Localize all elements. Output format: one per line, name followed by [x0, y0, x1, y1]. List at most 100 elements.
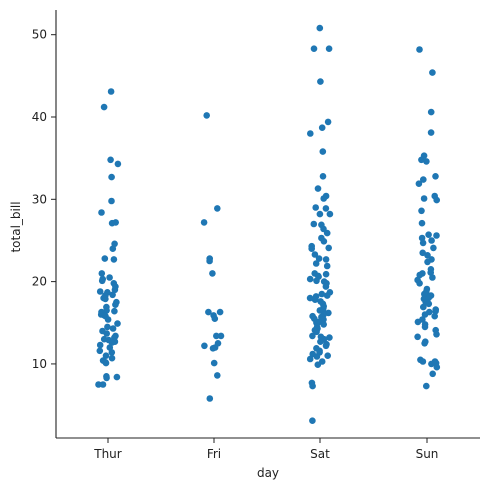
data-point-thur [106, 274, 113, 281]
data-point-sat [322, 270, 330, 278]
data-point-thur [103, 374, 110, 382]
data-point-sun [421, 311, 429, 318]
data-point-thur [107, 156, 114, 164]
data-point-sat [312, 260, 320, 267]
data-point-sat [322, 256, 330, 263]
data-point-thur [108, 349, 116, 356]
data-point-sun [425, 300, 433, 308]
data-point-sun [414, 318, 422, 326]
data-point-thur [109, 245, 117, 252]
data-point-sat [316, 210, 324, 218]
data-point-sun [429, 69, 436, 76]
data-point-sat [320, 195, 328, 202]
points-layer [95, 24, 441, 425]
data-point-sun [424, 258, 431, 266]
data-point-thur [102, 352, 110, 360]
data-point-sat [318, 124, 326, 131]
data-point-fri [216, 308, 224, 316]
x-tick-label: Fri [207, 447, 221, 461]
data-point-thur [103, 330, 110, 337]
data-point-sat [311, 251, 319, 258]
data-point-sat [309, 382, 316, 390]
data-point-sat [313, 328, 320, 336]
data-point-sun [419, 358, 427, 365]
data-point-sat [318, 290, 326, 298]
data-point-sun [425, 231, 432, 238]
data-point-sat [313, 277, 320, 285]
data-point-thur [114, 160, 122, 168]
data-point-sun [418, 219, 426, 227]
data-point-thur [109, 291, 116, 299]
data-point-fri [217, 332, 225, 340]
data-point-sat [322, 205, 330, 212]
data-point-sat [307, 130, 314, 137]
data-point-fri [210, 359, 218, 367]
data-point-fri [209, 270, 216, 277]
data-point-sun [418, 156, 425, 164]
data-point-sun [432, 173, 439, 180]
data-point-thur [108, 339, 116, 346]
data-point-sun [427, 108, 435, 116]
data-point-sat [309, 417, 316, 425]
y-tick-label: 50 [32, 28, 47, 42]
data-point-sun [414, 333, 421, 341]
data-point-thur [113, 373, 121, 381]
data-point-fri [213, 332, 220, 340]
data-point-sat [319, 148, 327, 155]
data-point-sat [306, 355, 314, 363]
data-point-sun [429, 274, 436, 281]
data-point-thur [102, 295, 109, 303]
x-ticks: Thur Fri Sat Sun [93, 438, 438, 461]
data-point-sun [418, 234, 426, 242]
data-point-sat [325, 45, 333, 52]
data-point-sun [433, 331, 440, 338]
data-point-thur [114, 320, 121, 327]
x-tick-label: Sat [310, 447, 330, 461]
data-point-sun [433, 363, 441, 371]
data-point-thur [108, 354, 116, 362]
data-point-thur [108, 173, 115, 181]
data-point-fri [201, 342, 208, 350]
y-ticks: 10 20 30 40 50 [32, 28, 56, 371]
data-point-thur [96, 341, 104, 349]
data-point-sat [323, 229, 331, 237]
y-tick-label: 30 [32, 192, 47, 206]
data-point-sun [431, 312, 439, 320]
data-point-sat [310, 45, 318, 52]
data-point-sun [420, 176, 427, 183]
data-point-fri [209, 345, 217, 352]
data-point-sat [326, 334, 333, 341]
data-point-sat [314, 185, 322, 192]
data-point-sun [419, 239, 427, 247]
x-tick-label: Thur [93, 447, 122, 461]
data-point-fri [214, 205, 221, 212]
data-point-thur [104, 316, 112, 323]
data-point-sat [323, 292, 331, 299]
data-point-sat [314, 361, 322, 369]
data-point-sun [415, 180, 423, 187]
data-point-sat [326, 210, 334, 218]
data-point-sat [325, 244, 333, 252]
data-point-fri [214, 372, 221, 379]
x-axis-label: day [257, 466, 279, 480]
data-point-sat [319, 173, 327, 180]
data-point-sun [421, 290, 428, 298]
data-point-sun [429, 370, 437, 378]
data-point-sat [320, 321, 328, 328]
data-point-sun [428, 360, 435, 368]
data-point-sun [432, 307, 439, 315]
data-point-sun [416, 271, 424, 279]
data-point-thur [102, 359, 110, 367]
data-point-sat [306, 275, 314, 283]
data-point-thur [111, 307, 118, 315]
data-point-sat [324, 118, 332, 126]
x-tick-label: Sun [416, 447, 439, 461]
data-point-sun [420, 195, 428, 202]
data-point-thur [98, 270, 106, 277]
data-point-sun [427, 129, 435, 136]
data-point-sat [311, 296, 319, 304]
data-point-thur [111, 286, 119, 294]
data-point-sun [433, 196, 441, 204]
data-point-sun [430, 244, 437, 252]
